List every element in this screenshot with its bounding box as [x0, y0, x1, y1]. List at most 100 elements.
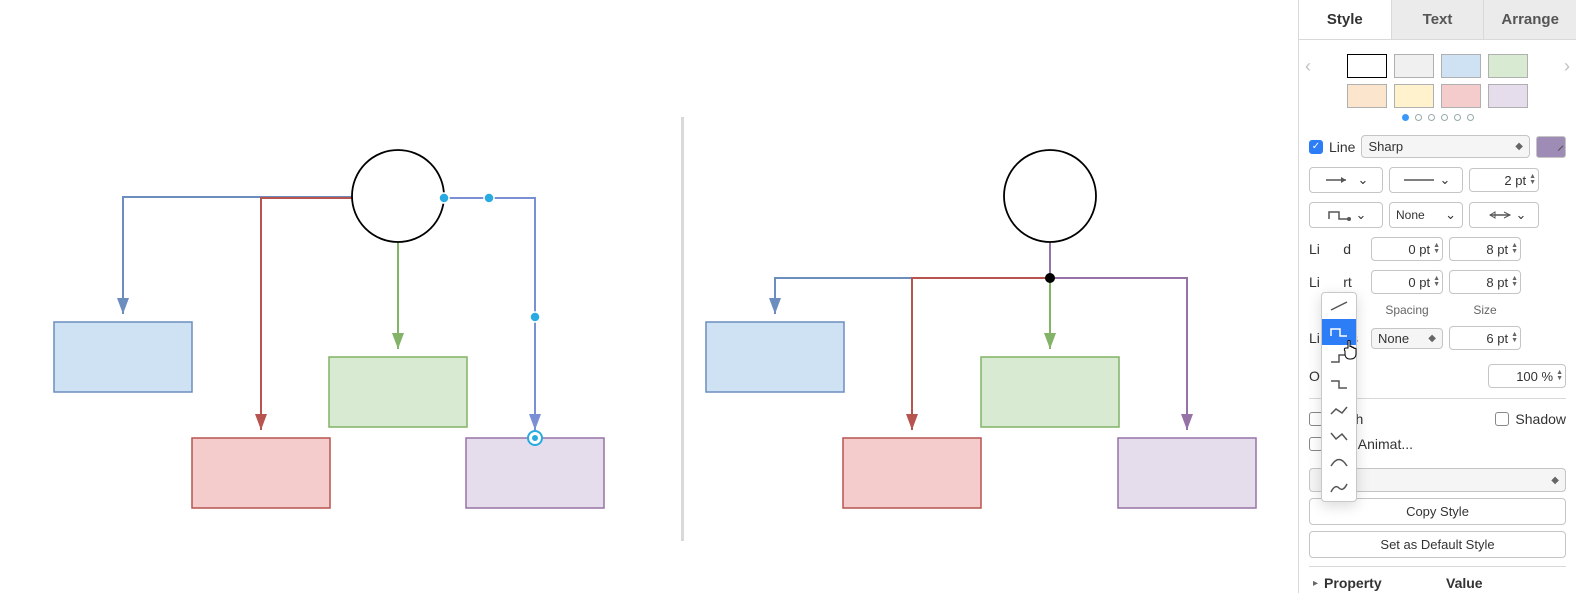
tab-arrange[interactable]: Arrange: [1484, 0, 1576, 39]
line-start-label: Li rt: [1309, 274, 1365, 290]
line-end-label: Li d: [1309, 241, 1365, 257]
canvas[interactable]: [0, 0, 1298, 593]
connector-option-simple2[interactable]: [1322, 371, 1356, 397]
pager-dot[interactable]: [1415, 114, 1422, 121]
swatch-prev-icon[interactable]: ‹: [1305, 56, 1311, 77]
line-label: Line: [1329, 139, 1355, 155]
line-dash-select[interactable]: ⌄: [1389, 167, 1463, 193]
style-swatches-row1: ‹ ›: [1309, 54, 1566, 78]
stepper-icon[interactable]: ▲▼: [1433, 276, 1440, 288]
line-jumps-size: 6 pt: [1486, 331, 1508, 346]
arrow-row: ⌄ ⌄ 2 pt ▲▼: [1309, 167, 1566, 193]
line-width-value: 2 pt: [1504, 173, 1526, 188]
connector-icon: [1326, 208, 1352, 222]
line-start-row: Li rt 0 pt ▲▼ 8 pt ▲▼: [1309, 270, 1566, 294]
line-solid-icon: [1402, 175, 1436, 185]
swatch-next-icon[interactable]: ›: [1564, 56, 1570, 77]
chevron-down-icon: ⌄: [1356, 207, 1367, 223]
connector-type-dropdown: [1321, 292, 1357, 502]
spacing-col-label: Spacing: [1371, 303, 1443, 317]
pager-dot[interactable]: [1467, 114, 1474, 121]
chevron-down-icon: ⌄: [1445, 207, 1456, 223]
caret-icon: ◆: [1428, 333, 1436, 344]
style-swatch[interactable]: [1394, 54, 1434, 78]
shadow-checkbox[interactable]: [1495, 412, 1509, 426]
line-start-spacing-input[interactable]: 0 pt ▲▼: [1371, 270, 1443, 294]
connector-option-curved[interactable]: [1322, 449, 1356, 475]
stepper-icon[interactable]: ▲▼: [1433, 243, 1440, 255]
line-width-input[interactable]: 2 pt ▲▼: [1469, 168, 1539, 192]
line-jumps-select[interactable]: None ◆: [1371, 328, 1443, 349]
line-start-size: 8 pt: [1486, 275, 1508, 290]
format-panel: Style Text Arrange ‹ › ✓ Line Sharp ◆: [1298, 0, 1576, 593]
connector-option-isometric2[interactable]: [1322, 423, 1356, 449]
style-swatch[interactable]: [1488, 54, 1528, 78]
style-swatch[interactable]: [1347, 84, 1387, 108]
stepper-icon[interactable]: ▲▼: [1556, 370, 1563, 382]
style-swatch[interactable]: [1441, 84, 1481, 108]
chevron-down-icon: ⌄: [1440, 172, 1451, 188]
pager-dot[interactable]: [1402, 114, 1409, 121]
connector-option-simple[interactable]: [1322, 345, 1356, 371]
swatch-pager: [1309, 114, 1566, 121]
line-jumps-size-input[interactable]: 6 pt ▲▼: [1449, 326, 1521, 350]
diagram-svg: [0, 0, 1298, 593]
waypoint-select[interactable]: None ⌄: [1389, 202, 1463, 228]
line-checkbox[interactable]: ✓: [1309, 140, 1323, 154]
line-end-spacing: 0 pt: [1408, 242, 1430, 257]
arrow-end-select[interactable]: ⌄: [1309, 167, 1383, 193]
connector-type-select[interactable]: ⌄: [1309, 202, 1383, 228]
shadow-label: Shadow: [1515, 411, 1566, 427]
style-swatch[interactable]: [1488, 84, 1528, 108]
connector-option-straight[interactable]: [1322, 293, 1356, 319]
waypoint-value: None: [1396, 208, 1425, 222]
style-swatch[interactable]: [1441, 54, 1481, 78]
caret-icon: ◆: [1551, 475, 1559, 486]
canvas-divider: [681, 117, 684, 541]
style-swatch[interactable]: [1347, 54, 1387, 78]
pager-dot[interactable]: [1454, 114, 1461, 121]
line-end-spacing-input[interactable]: 0 pt ▲▼: [1371, 237, 1443, 261]
connector-option-entity[interactable]: [1322, 475, 1356, 501]
waypoint-row: ⌄ None ⌄ ⌄: [1309, 202, 1566, 228]
size-col-label: Size: [1449, 303, 1521, 317]
opacity-input[interactable]: 100 % ▲▼: [1488, 364, 1566, 388]
arrow-end-icon: [1324, 175, 1354, 185]
line-color-picker[interactable]: [1536, 136, 1566, 158]
chevron-down-icon: ⌄: [1358, 172, 1369, 188]
set-default-style-button[interactable]: Set as Default Style: [1309, 531, 1566, 558]
pencil-icon: [1557, 143, 1565, 151]
pager-dot[interactable]: [1441, 114, 1448, 121]
line-start-spacing: 0 pt: [1408, 275, 1430, 290]
line-style-value: Sharp: [1368, 139, 1403, 154]
connector-option-orthogonal[interactable]: [1322, 319, 1356, 345]
arrow-start-select[interactable]: ⌄: [1469, 202, 1539, 228]
stepper-icon[interactable]: ▲▼: [1529, 174, 1536, 186]
line-end-size: 8 pt: [1486, 242, 1508, 257]
line-start-size-input[interactable]: 8 pt ▲▼: [1449, 270, 1521, 294]
stepper-icon[interactable]: ▲▼: [1511, 332, 1518, 344]
panel-body: ‹ › ✓ Line Sharp ◆: [1299, 40, 1576, 609]
copy-style-button[interactable]: Copy Style: [1309, 498, 1566, 525]
line-style-select[interactable]: Sharp ◆: [1361, 135, 1530, 158]
tab-text[interactable]: Text: [1392, 0, 1485, 39]
stepper-icon[interactable]: ▲▼: [1511, 243, 1518, 255]
caret-icon: ◆: [1515, 141, 1523, 152]
property-header: Property: [1324, 575, 1440, 591]
connector-option-isometric[interactable]: [1322, 397, 1356, 423]
line-end-size-input[interactable]: 8 pt ▲▼: [1449, 237, 1521, 261]
pager-dot[interactable]: [1428, 114, 1435, 121]
tab-style[interactable]: Style: [1299, 0, 1392, 39]
arrow-start-icon: [1482, 210, 1512, 220]
chevron-down-icon: ⌄: [1516, 207, 1527, 223]
line-jumps-value: None: [1378, 331, 1409, 346]
line-row: ✓ Line Sharp ◆: [1309, 135, 1566, 158]
stepper-icon[interactable]: ▲▼: [1511, 276, 1518, 288]
style-swatches-row2: [1309, 84, 1566, 108]
property-section-header[interactable]: ▸ Property Value: [1309, 566, 1566, 599]
style-swatch[interactable]: [1394, 84, 1434, 108]
disclosure-triangle-icon: ▸: [1313, 578, 1318, 589]
panel-tabs: Style Text Arrange: [1299, 0, 1576, 40]
line-end-row: Li d 0 pt ▲▼ 8 pt ▲▼: [1309, 237, 1566, 261]
opacity-value: 100 %: [1516, 369, 1553, 384]
